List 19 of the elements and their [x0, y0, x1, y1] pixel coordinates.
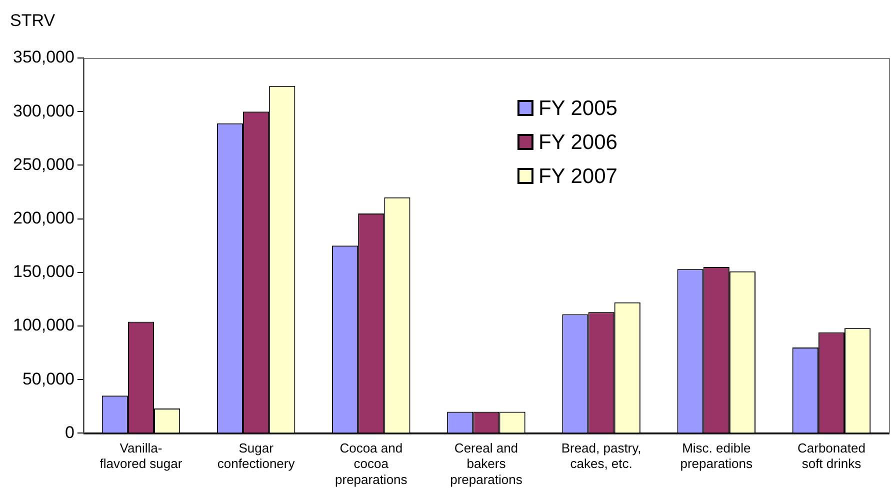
x-tick-label: Misc. edible preparations: [680, 440, 754, 472]
x-tick-label: Sugar confectionery: [217, 440, 296, 472]
y-tick-label: 350,000: [13, 48, 74, 67]
x-tick-label: Carbonated soft drinks: [797, 440, 866, 472]
y-tick-label: 100,000: [13, 316, 74, 335]
y-axis-title: STRV: [10, 11, 56, 30]
legend-label: FY 2007: [538, 164, 618, 188]
x-tick-label: Vanilla-flavored sugar: [100, 440, 183, 472]
y-tick-label: 0: [64, 422, 74, 442]
y-tick-label: 300,000: [13, 101, 74, 120]
y-tick-label: 50,000: [22, 369, 74, 388]
y-tick-label: 250,000: [13, 154, 74, 174]
x-tick-label: Cereal and bakers preparations: [450, 440, 523, 487]
legend-label: FY 2006: [538, 130, 618, 154]
x-tick-label: Bread, pastry, cakes, etc.: [561, 440, 642, 472]
x-tick-label: Cocoa and cocoa preparations: [335, 440, 408, 487]
y-tick-label: 200,000: [13, 208, 74, 228]
y-tick-label: 150,000: [13, 262, 74, 282]
legend-label: FY 2005: [538, 96, 618, 120]
